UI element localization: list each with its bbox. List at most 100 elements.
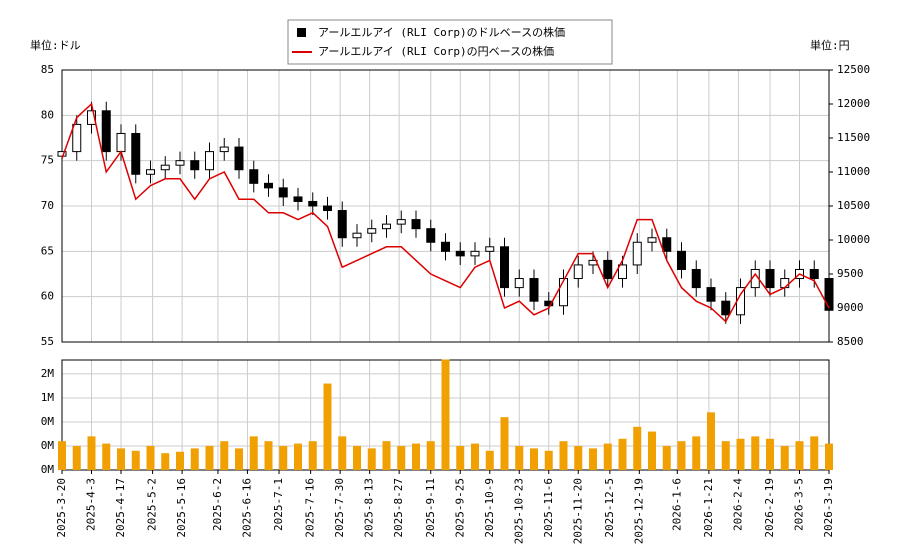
candle-body [352, 232, 362, 239]
volume-bar [412, 443, 420, 470]
legend-box [287, 19, 613, 65]
candle-body [780, 278, 790, 289]
candle-body [426, 228, 436, 243]
y2-tick-label: 8500 [837, 335, 864, 348]
volume-bar [161, 453, 170, 470]
candle-body [234, 146, 244, 171]
x-tick-label: 2025-11-20 [571, 478, 584, 544]
volume-bar [323, 383, 332, 470]
volume-bar [426, 441, 435, 470]
y-tick-label: 70 [41, 199, 54, 212]
volume-bar [544, 450, 553, 470]
x-tick-label: 2025-4-17 [114, 478, 127, 538]
y2-tick-label: 11500 [837, 131, 870, 144]
candle-body [131, 132, 141, 175]
candle-body [87, 110, 96, 125]
x-tick-label: 2026-2-19 [763, 478, 776, 538]
x-tick-label: 2025-12-19 [632, 478, 645, 544]
volume-bar [338, 436, 347, 470]
volume-bar [72, 445, 81, 470]
y2-tick-label: 9000 [837, 301, 864, 314]
volume-bar [500, 417, 509, 470]
y-tick-label: 55 [41, 335, 54, 348]
volume-bar [279, 445, 288, 470]
x-tick-label: 2026-1-6 [670, 478, 683, 531]
x-tick-label: 2025-9-11 [424, 478, 437, 538]
volume-bar [456, 445, 465, 470]
candle-body [337, 210, 347, 239]
volume-bar [603, 443, 612, 470]
candle-body [411, 219, 421, 230]
candle-body [662, 237, 672, 252]
y-tick-label: 0M [41, 415, 55, 428]
y2-unit: 単位:円 [810, 38, 850, 52]
volume-bar [117, 448, 125, 470]
volume-bar [220, 441, 229, 470]
candle-body [573, 264, 583, 280]
candle-body [293, 196, 303, 202]
candle-body [323, 205, 332, 212]
volume-bar [382, 441, 391, 470]
candle-body [706, 287, 716, 302]
x-tick-label: 2025-7-1 [272, 478, 285, 531]
volume-bar [58, 441, 66, 470]
legend-swatch [297, 28, 306, 37]
candle-body [677, 250, 686, 270]
x-tick-label: 2026-3-5 [793, 478, 806, 531]
candle-body [441, 241, 450, 252]
volume-bar [810, 436, 819, 470]
volume-bar [235, 448, 243, 470]
candle-body [175, 160, 185, 166]
volume-bar [485, 450, 494, 470]
candle-body [57, 151, 67, 157]
y2-tick-label: 9500 [837, 267, 864, 280]
candle-body [219, 146, 229, 153]
candle-body [824, 278, 834, 311]
candle-body [146, 169, 155, 175]
candle-body [559, 278, 568, 307]
y-tick-label: 75 [41, 154, 54, 167]
volume-bar [648, 431, 656, 470]
x-tick-label: 2025-6-16 [240, 478, 253, 538]
volume-bar [825, 443, 833, 470]
candle-body [455, 250, 465, 257]
y-tick-label: 2M [41, 367, 55, 380]
volume-bar [692, 436, 701, 470]
x-tick-label: 2025-11-6 [542, 478, 555, 538]
candle-body [205, 151, 214, 171]
candle-body [632, 241, 642, 266]
candle-body [278, 187, 288, 198]
volume-bar [87, 436, 96, 470]
candle-body [367, 228, 377, 234]
volume-bar [353, 445, 361, 470]
candle-body [249, 169, 259, 184]
candle-body [500, 246, 509, 289]
volume-bar [618, 438, 627, 470]
volume-bar [102, 443, 111, 470]
volume-bar [751, 436, 760, 470]
volume-bar [190, 448, 199, 470]
volume-bar [589, 448, 597, 470]
volume-bar [205, 445, 214, 470]
candle-body [765, 268, 775, 289]
x-tick-label: 2025-8-13 [363, 478, 376, 538]
y2-tick-label: 10000 [837, 233, 870, 246]
volume-bar [574, 445, 583, 470]
volume-bar [633, 426, 642, 470]
candle-body [529, 278, 539, 302]
x-tick-label: 2025-12-5 [603, 478, 616, 538]
volume-bar [294, 443, 302, 470]
volume-bar [795, 441, 804, 470]
x-tick-label: 2025-9-25 [453, 478, 466, 538]
candle-body [116, 132, 126, 153]
volume-bar [367, 448, 376, 470]
y2-tick-label: 11000 [837, 165, 870, 178]
price-line [61, 102, 830, 323]
volume-bar [515, 445, 524, 470]
x-tick-label: 2025-5-2 [146, 478, 159, 531]
candle-body [809, 268, 819, 280]
volume-bar [530, 448, 538, 470]
volume-bar [707, 412, 715, 470]
legend-label: アールエルアイ (RLI Corp)の円ベースの株価 [318, 44, 554, 58]
candle-body [308, 200, 318, 207]
